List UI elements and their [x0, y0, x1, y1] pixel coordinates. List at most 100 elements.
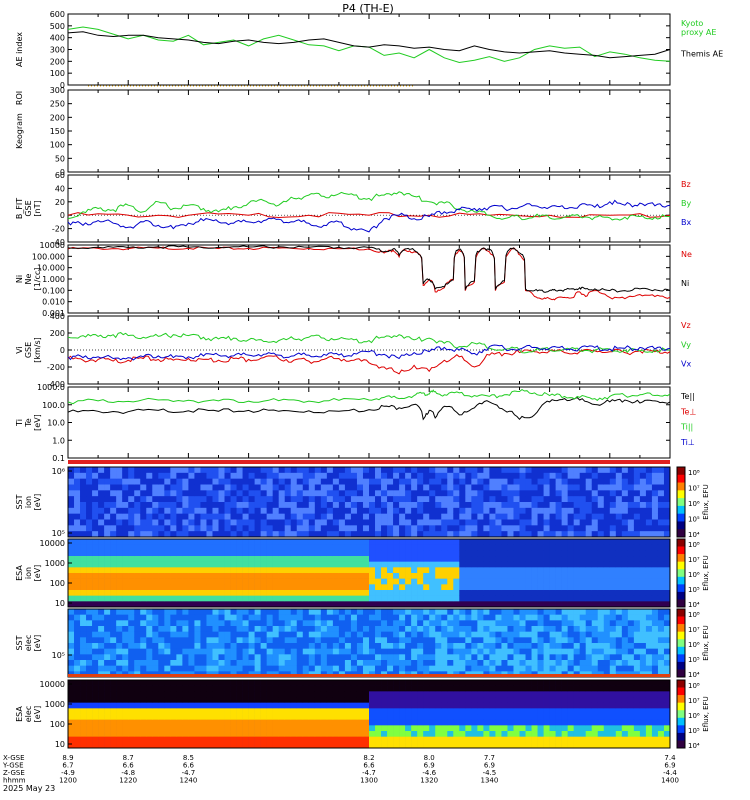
spectrogram-cell — [80, 660, 87, 666]
spectrogram-cell — [164, 525, 171, 532]
spectrogram-cell — [417, 502, 424, 509]
spectrogram-cell — [603, 525, 611, 532]
spectrogram-cell — [453, 490, 460, 497]
spectrogram-cell — [591, 531, 599, 538]
spectrogram-cell — [278, 620, 286, 627]
colorbar-tick-label: 10⁸ — [688, 469, 700, 477]
spectrogram-cell — [537, 544, 544, 551]
spectrogram-cell — [128, 708, 135, 715]
spectrogram-cell — [128, 643, 135, 649]
spectrogram-cell — [224, 702, 231, 709]
spectrogram-cell — [296, 643, 304, 649]
spectrogram-cell — [459, 531, 466, 538]
spectrogram-cell — [362, 539, 370, 545]
spectrogram-cell — [507, 654, 514, 661]
spectrogram-cell — [537, 609, 544, 615]
spectrogram-cell — [441, 539, 448, 545]
spectrogram-cell — [531, 660, 538, 666]
spectrogram-cell — [507, 467, 514, 474]
spectrogram-cell — [152, 736, 159, 743]
spectrogram-cell — [453, 626, 460, 632]
spectrogram-cell — [116, 467, 123, 474]
spectrogram-cell — [477, 496, 484, 503]
spectrogram-cell — [513, 513, 520, 520]
spectrogram-cell — [663, 584, 671, 591]
spectrogram-cell — [230, 556, 237, 562]
colorbar-tick-label: 10⁷ — [688, 485, 700, 493]
spectrogram-cell — [411, 578, 418, 585]
spectrogram-cell — [236, 643, 243, 649]
spectrogram-cell — [182, 665, 189, 672]
panel-frame — [67, 466, 671, 538]
spectrogram-cell — [176, 519, 183, 526]
spectrogram-cell — [194, 556, 201, 562]
spectrogram-cell — [110, 680, 117, 686]
spectrogram-cell — [350, 719, 358, 726]
spectrogram-cell — [465, 626, 472, 632]
spectrogram-cell — [260, 484, 267, 491]
spectrogram-cell — [134, 725, 141, 732]
spectrogram-cell — [218, 502, 225, 509]
spectrogram-cell — [344, 702, 352, 709]
spectrogram-cell — [483, 556, 490, 562]
spectrogram-cell — [230, 665, 237, 672]
spectrogram-cell — [116, 567, 123, 574]
spectrogram-cell — [447, 708, 454, 715]
spectrogram-cell — [86, 567, 93, 574]
spectrogram-cell — [441, 731, 448, 737]
colorbar-tick-label: 10⁷ — [688, 626, 700, 634]
spectrogram-cell — [381, 601, 388, 608]
spectrogram-cell — [284, 539, 292, 545]
spectrogram-cell — [381, 708, 388, 715]
spectrogram-cell — [597, 467, 605, 474]
series-line-ti- — [67, 389, 671, 405]
spectrogram-cell — [302, 691, 310, 698]
spectrogram-cell — [188, 702, 195, 709]
spectrogram-cell — [248, 654, 255, 661]
spectrogram-cell — [260, 654, 267, 661]
spectrogram-cell — [92, 714, 99, 720]
spectrogram-cell — [86, 539, 93, 545]
spectrogram-cell — [561, 525, 568, 532]
spectrogram-cell — [158, 595, 165, 602]
spectrogram-cell — [74, 702, 81, 709]
spectrogram-cell — [266, 736, 273, 743]
spectrogram-cell — [399, 660, 406, 666]
spectrogram-cell — [369, 697, 376, 703]
spectrogram-cell — [537, 654, 544, 661]
spectrogram-cell — [266, 654, 273, 661]
spectrogram-cell — [519, 584, 526, 591]
spectrogram-cell — [507, 637, 514, 644]
spectrogram-cell — [423, 736, 430, 743]
spectrogram-cell — [320, 620, 328, 627]
spectrogram-cell — [399, 519, 406, 526]
spectrogram-cell — [531, 467, 538, 474]
spectrogram-cell — [188, 708, 195, 715]
spectrogram-cell — [615, 513, 623, 520]
spectrogram-cell — [194, 620, 201, 627]
spectrogram-cell — [447, 567, 454, 574]
spectrogram-cell — [326, 631, 334, 638]
spectrogram-cell — [302, 731, 310, 737]
spectrogram-cell — [453, 654, 460, 661]
spectrogram-cell — [609, 539, 617, 545]
spectrogram-cell — [609, 614, 617, 621]
spectrogram-cell — [537, 643, 544, 649]
spectrogram-cell — [92, 584, 99, 591]
spectrogram-cell — [176, 725, 183, 732]
spectrogram-cell — [86, 544, 93, 551]
spectrogram-cell — [417, 496, 424, 503]
spectrogram-cell — [152, 601, 159, 608]
spectrogram-cell — [194, 513, 201, 520]
spectrogram-cell — [393, 654, 400, 661]
spectrogram-cell — [152, 595, 159, 602]
spectrogram-cell — [435, 719, 442, 726]
spectrogram-cell — [405, 637, 412, 644]
spectrogram-cell — [393, 531, 400, 538]
spectrogram-cell — [164, 702, 171, 709]
spectrogram-cell — [224, 731, 231, 737]
spectrogram-cell — [272, 725, 279, 732]
spectrogram-cell — [507, 702, 514, 709]
spectrogram-cell — [356, 725, 364, 732]
